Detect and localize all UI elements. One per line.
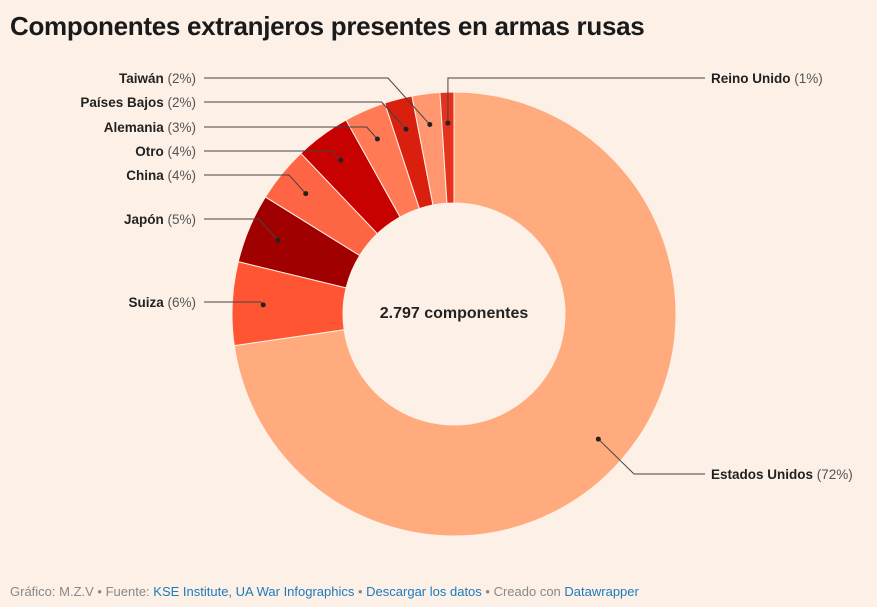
label-suiza: Suiza (6%) [128, 295, 196, 310]
leader-dot-paises-bajos [403, 126, 409, 132]
center-total-label: 2.797 componentes [380, 305, 529, 322]
donut-slices [231, 91, 677, 537]
leader-dot-otro [338, 157, 344, 163]
label-leader-lines [204, 77, 705, 475]
footer-sep-download: • [354, 584, 367, 599]
label-taiwan: Taiwán (2%) [119, 71, 196, 86]
footer-sep-tool: • Creado con [481, 584, 565, 599]
leader-estados-unidos [597, 438, 705, 475]
slice-estados-unidos[interactable] [233, 91, 677, 537]
leader-dot-reino-unido [445, 120, 451, 126]
leader-japon [204, 218, 279, 241]
label-paises-bajos: Países Bajos (2%) [80, 95, 196, 110]
footer: Gráfico: M.Z.V • Fuente: KSE Institute, … [10, 584, 639, 599]
leader-alemania [204, 126, 378, 140]
label-reino-unido: Reino Unido (1%) [711, 71, 823, 86]
download-data-link[interactable]: Descargar los datos [366, 584, 482, 599]
leader-dot-china [303, 191, 309, 197]
leader-dot-suiza [260, 302, 266, 308]
leader-dot-japon [275, 237, 281, 243]
leader-taiwan [204, 77, 431, 125]
source-link[interactable]: KSE Institute, UA War Infographics [153, 584, 355, 599]
leader-dot-alemania [374, 136, 380, 142]
leader-dot-estados-unidos [595, 436, 601, 442]
footer-sep-source: • Fuente: [93, 584, 154, 599]
footer-credit: Gráfico: M.Z.V [10, 584, 94, 599]
label-japon: Japón (5%) [124, 212, 196, 227]
label-otro: Otro (4%) [135, 144, 196, 159]
slice-labels: Estados Unidos (72%) Suiza (6%) Japón (5%)… [80, 71, 852, 482]
leader-paises-bajos [204, 101, 407, 130]
leader-dot-taiwan [427, 122, 433, 128]
leader-china [204, 174, 307, 194]
datawrapper-link[interactable]: Datawrapper [564, 584, 639, 599]
chart-title: Componentes extranjeros presentes en arm… [10, 11, 645, 41]
label-china: China (4%) [126, 168, 196, 183]
leader-reino-unido [447, 77, 705, 124]
label-estados-unidos: Estados Unidos (72%) [711, 467, 853, 482]
leader-otro [204, 150, 342, 161]
label-alemania: Alemania (3%) [104, 120, 196, 135]
slice-reino-unido[interactable] [439, 91, 455, 204]
